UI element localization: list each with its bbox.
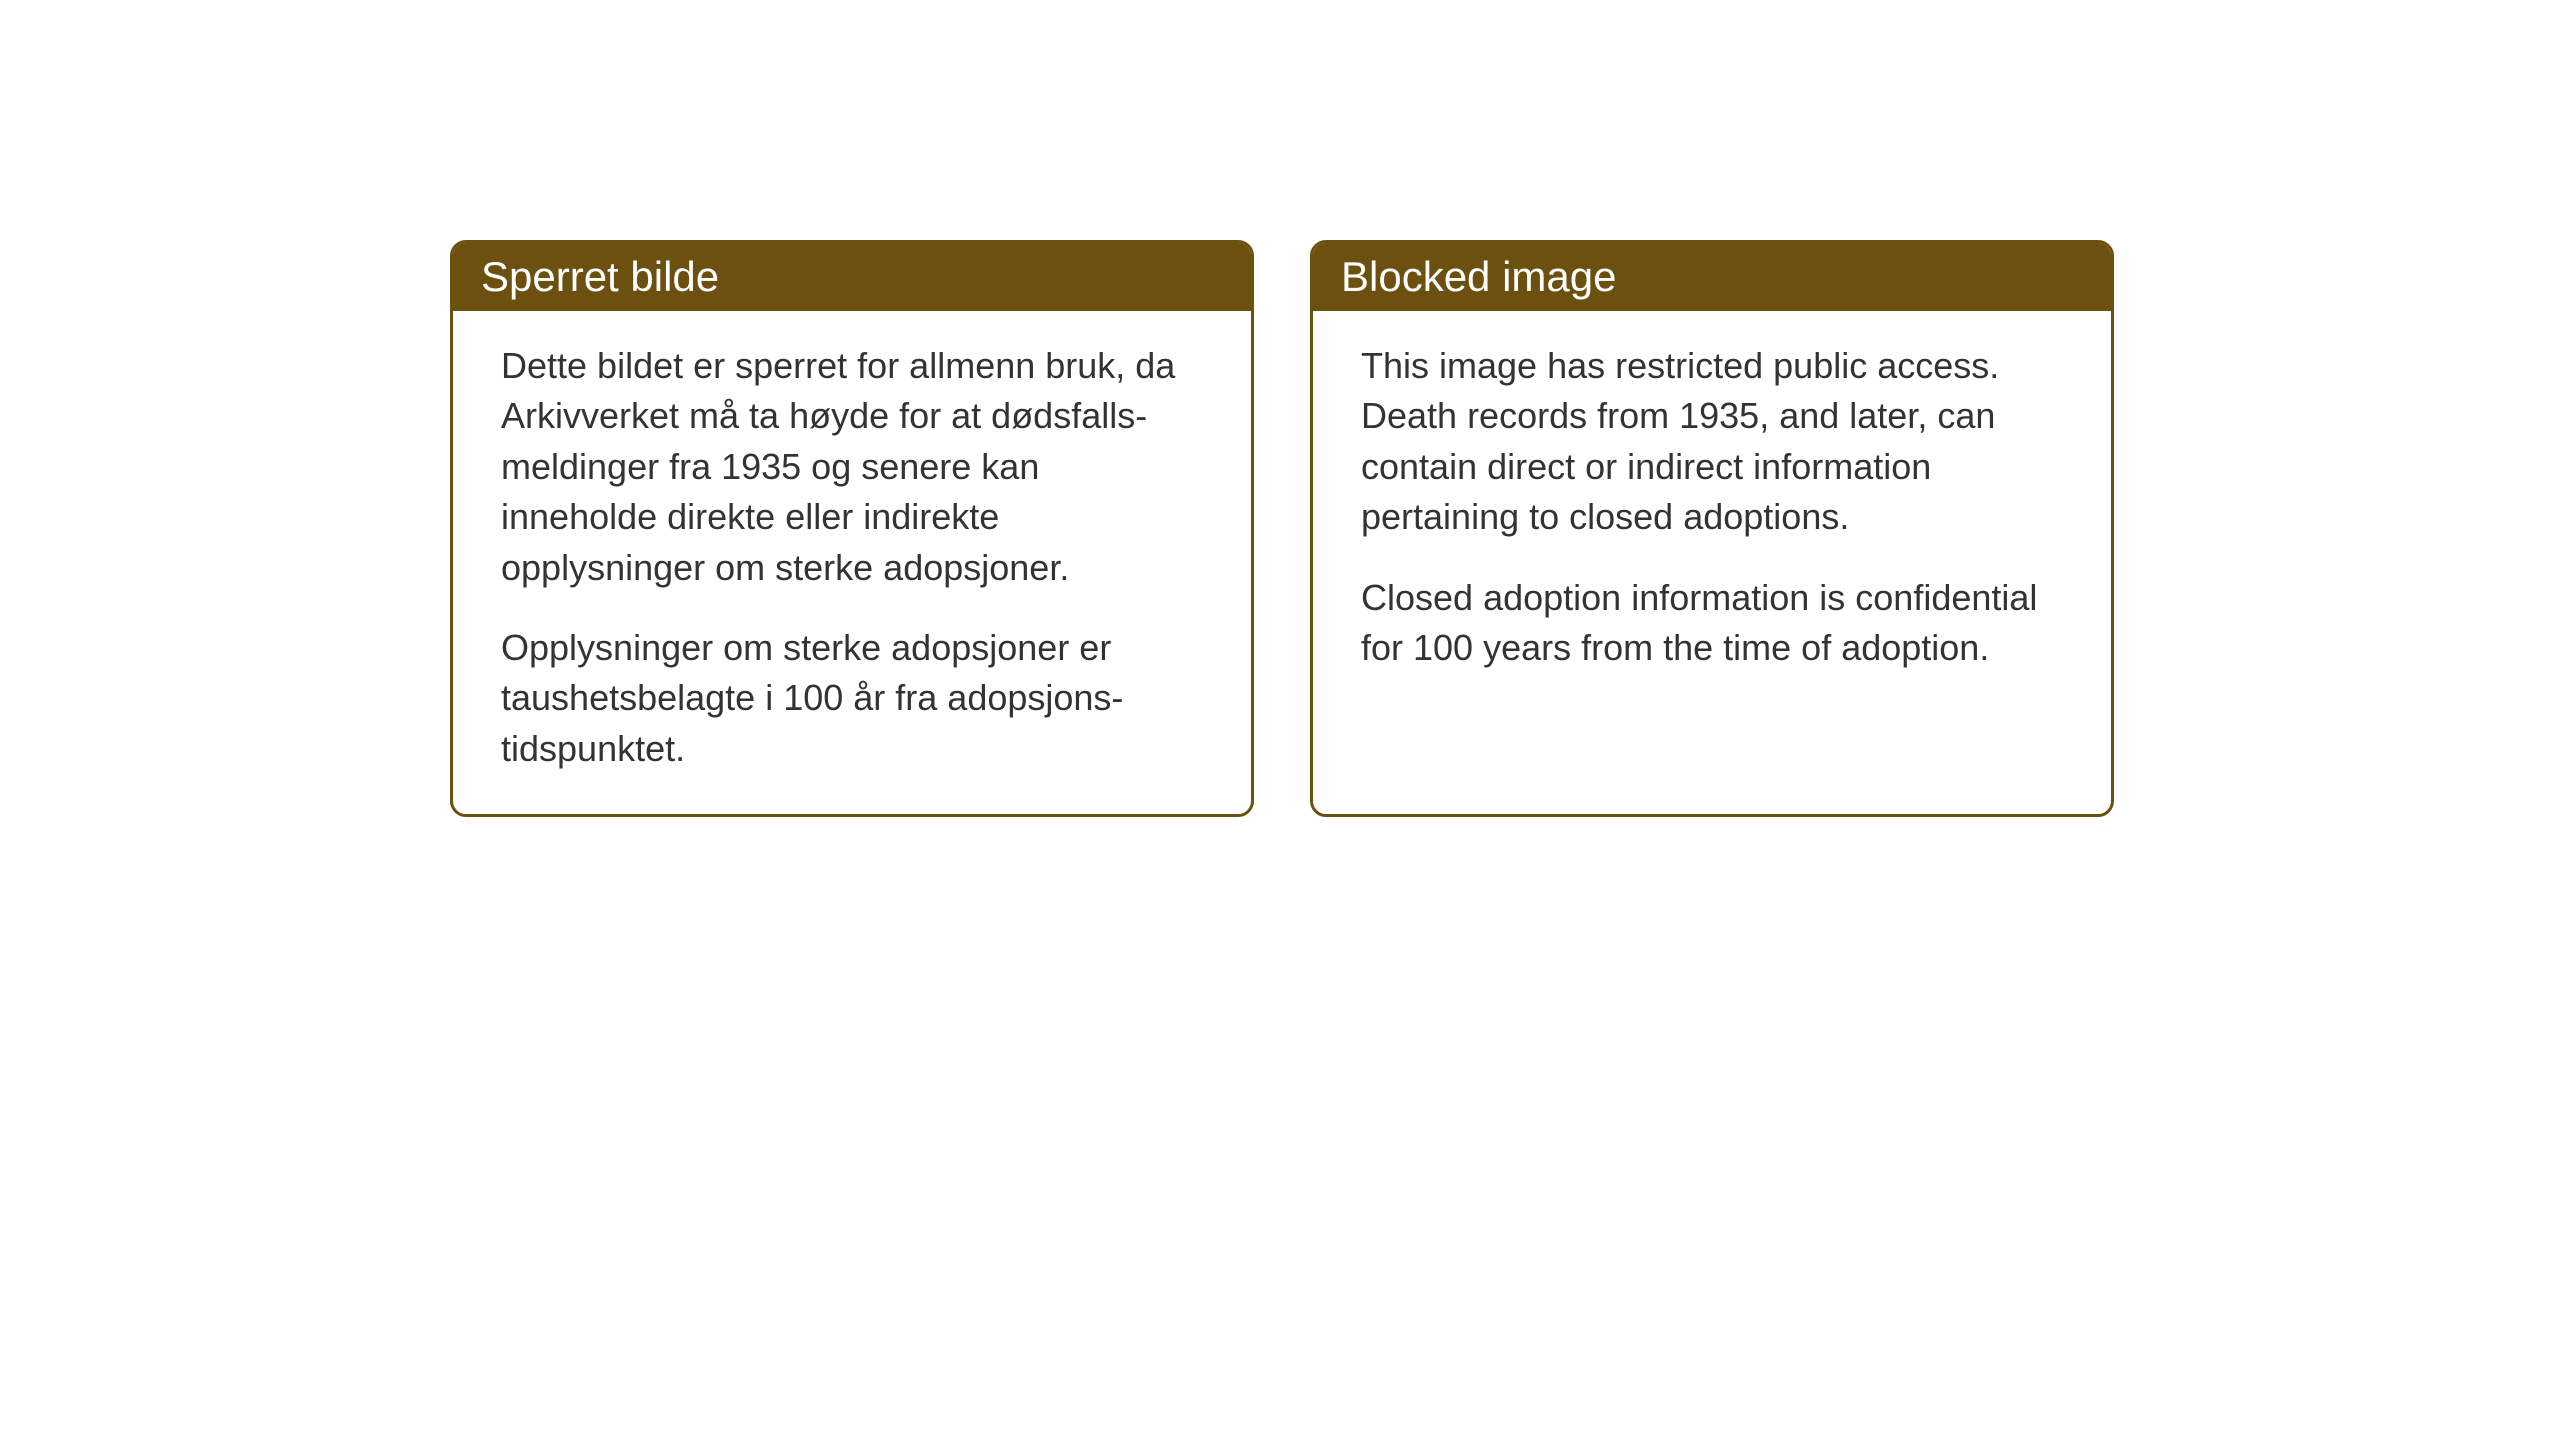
card-english-body: This image has restricted public access.… (1313, 311, 2111, 713)
card-norwegian-paragraph-1: Dette bildet er sperret for allmenn bruk… (501, 341, 1203, 593)
card-container: Sperret bilde Dette bildet er sperret fo… (450, 240, 2114, 817)
card-english-title: Blocked image (1341, 253, 1616, 300)
card-english: Blocked image This image has restricted … (1310, 240, 2114, 817)
card-norwegian-title: Sperret bilde (481, 253, 719, 300)
card-norwegian-paragraph-2: Opplysninger om sterke adopsjoner er tau… (501, 623, 1203, 774)
card-norwegian-body: Dette bildet er sperret for allmenn bruk… (453, 311, 1251, 814)
card-norwegian: Sperret bilde Dette bildet er sperret fo… (450, 240, 1254, 817)
card-norwegian-header: Sperret bilde (453, 243, 1251, 311)
card-english-paragraph-1: This image has restricted public access.… (1361, 341, 2063, 543)
card-english-header: Blocked image (1313, 243, 2111, 311)
card-english-paragraph-2: Closed adoption information is confident… (1361, 573, 2063, 674)
